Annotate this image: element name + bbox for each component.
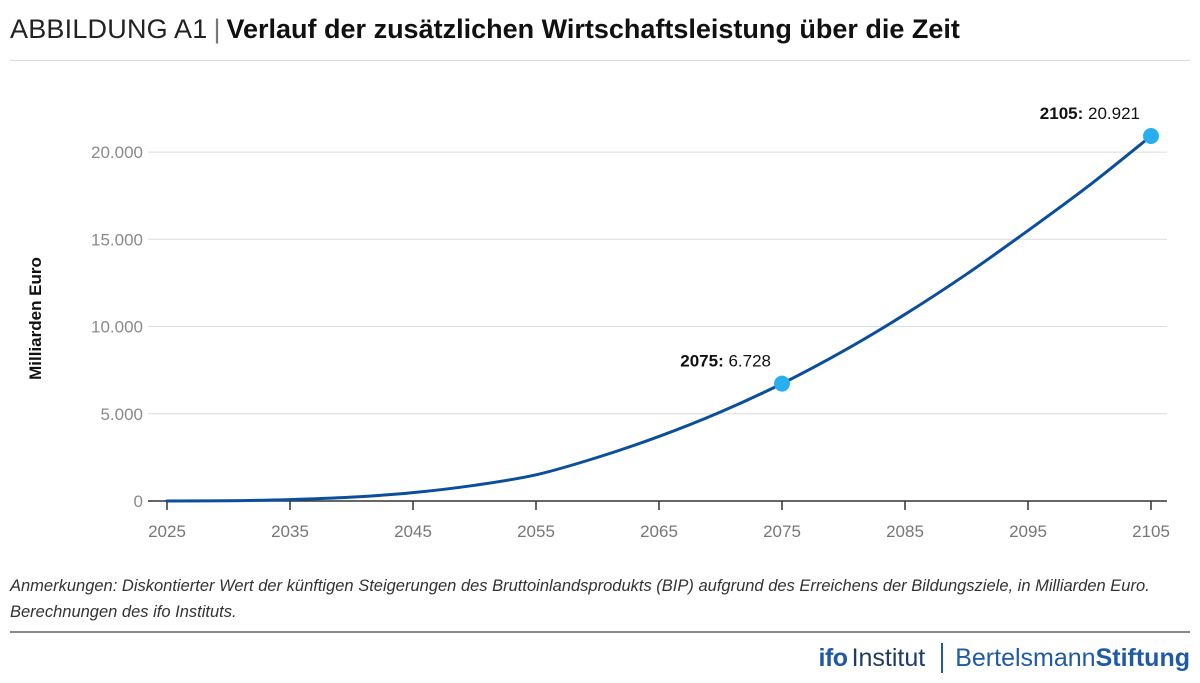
x-tick-label: 2095 bbox=[1009, 522, 1047, 541]
data-label: 2075: 6.728 bbox=[680, 352, 771, 371]
logo-divider bbox=[941, 643, 944, 673]
x-tick-label: 2055 bbox=[517, 522, 555, 541]
bst-logo-regular: Bertelsmann bbox=[955, 643, 1096, 672]
x-tick-label: 2075 bbox=[763, 522, 801, 541]
line-chart: 0 5.000 10.000 15.000 20.000 2025 2035 2045 2055… bbox=[26, 104, 1170, 541]
footer-logos: ifo Institut BertelsmannStiftung bbox=[819, 638, 1190, 678]
ifo-logo-mark: ifo bbox=[818, 643, 849, 672]
data-label-year: 2105: bbox=[1040, 104, 1083, 123]
x-tick-label: 2065 bbox=[640, 522, 678, 541]
chart-title: Verlauf der zusätzlichen Wirtschaftsleis… bbox=[226, 14, 960, 44]
y-tick-label: 10.000 bbox=[91, 318, 143, 337]
data-label-value: 6.728 bbox=[724, 352, 771, 371]
chart-header: ABBILDUNG A1 | Verlauf der zusätzlichen Wi… bbox=[10, 14, 960, 45]
x-tick-label: 2025 bbox=[148, 522, 186, 541]
y-tick-label: 5.000 bbox=[100, 405, 143, 424]
data-point-marker bbox=[774, 375, 790, 392]
footer-divider bbox=[10, 631, 1190, 633]
header-divider bbox=[10, 60, 1190, 61]
chart-notes: Anmerkungen: Diskontierter Wert der künf… bbox=[10, 577, 1150, 621]
bst-logo-bold: Stiftung bbox=[1095, 643, 1190, 672]
figure-number: ABBILDUNG A1 bbox=[10, 14, 208, 44]
x-tick-label: 2085 bbox=[886, 522, 924, 541]
data-label-value: 20.921 bbox=[1083, 104, 1140, 123]
x-tick-label: 2035 bbox=[271, 522, 309, 541]
data-label-year: 2075: bbox=[680, 352, 723, 371]
x-tick-label: 2105 bbox=[1132, 522, 1170, 541]
y-tick-label: 15.000 bbox=[91, 230, 143, 249]
ifo-logo-text: Institut bbox=[851, 643, 926, 672]
ifo-institut-logo: ifo Institut bbox=[819, 644, 926, 673]
y-tick-label: 20.000 bbox=[91, 143, 143, 162]
x-tick-label: 2045 bbox=[394, 522, 432, 541]
data-label: 2105: 20.921 bbox=[1040, 104, 1140, 123]
series-line bbox=[165, 134, 1153, 503]
data-point-marker bbox=[1143, 128, 1159, 144]
y-axis-title: Milliarden Euro bbox=[26, 257, 45, 380]
bertelsmann-stiftung-logo: BertelsmannStiftung bbox=[955, 644, 1190, 673]
y-tick-label: 0 bbox=[134, 492, 143, 511]
header-separator: | bbox=[213, 14, 221, 44]
